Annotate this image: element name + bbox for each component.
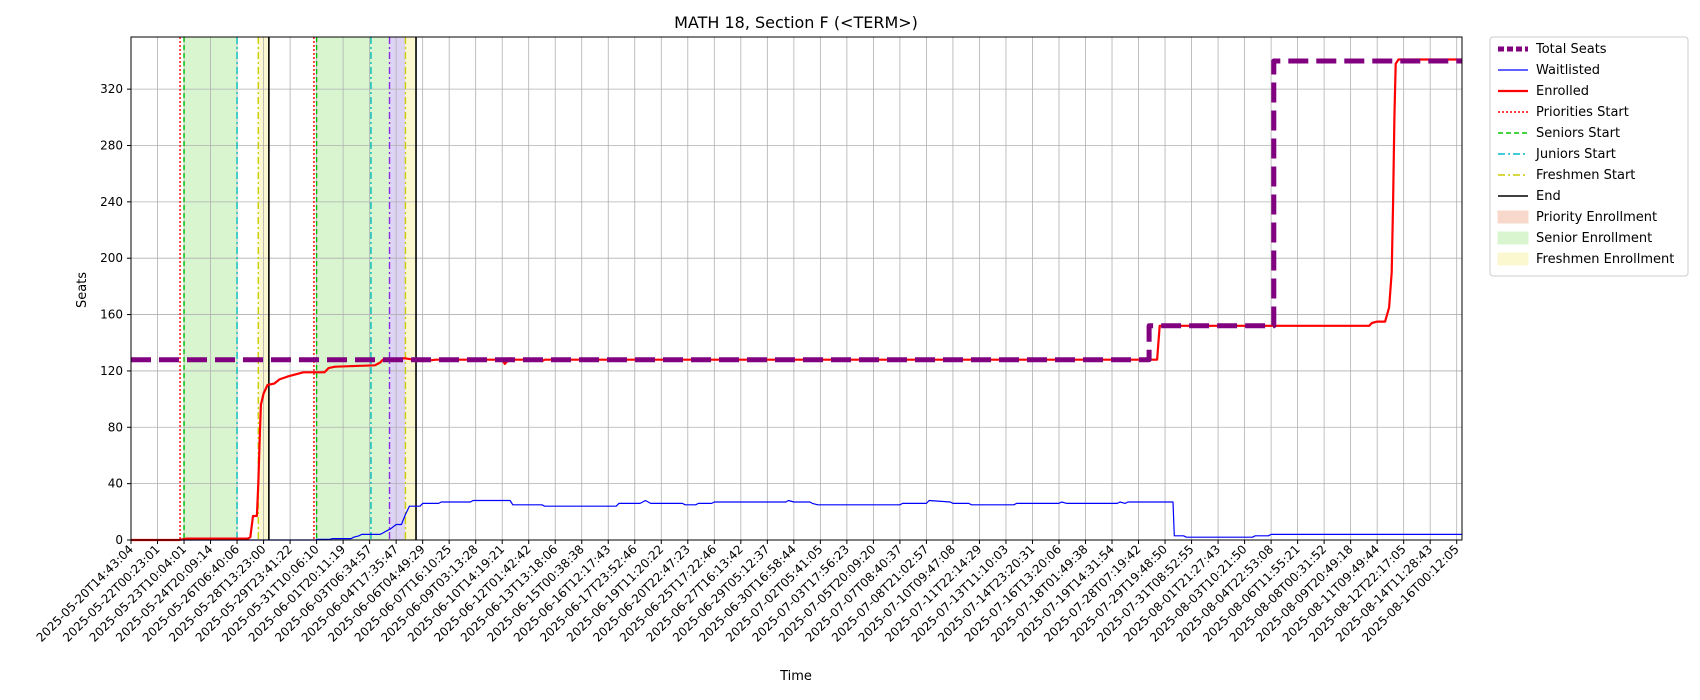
- plot-frame: [130, 36, 1463, 541]
- series-total-seats: [131, 58, 1462, 363]
- legend-label: Senior Enrollment: [1536, 231, 1652, 246]
- legend-label: Seniors Start: [1536, 126, 1620, 141]
- chart-title: MATH 18, Section F (<TERM>): [674, 13, 918, 32]
- legend-label: Freshmen Start: [1536, 168, 1635, 183]
- legend-swatch: [1497, 210, 1529, 224]
- legend-label: Juniors Start: [1535, 147, 1616, 162]
- enrollment-bands: [184, 37, 417, 540]
- legend-label: Freshmen Enrollment: [1536, 252, 1674, 267]
- legend-label: Waitlisted: [1536, 63, 1600, 78]
- legend-label: End: [1536, 189, 1561, 204]
- x-axis-title: Time: [779, 669, 812, 684]
- band-senior-enrollment: [316, 37, 390, 540]
- y-tick-label: 80: [108, 420, 123, 434]
- y-tick-label: 0: [115, 533, 123, 547]
- band-freshmen-enrollment: [405, 37, 417, 540]
- legend-label: Enrolled: [1536, 84, 1589, 99]
- y-tick-label: 320: [100, 82, 123, 96]
- period-markers: [179, 37, 417, 540]
- series-waitlisted: [131, 499, 1462, 541]
- y-tick-label: 200: [100, 251, 123, 265]
- y-tick-label: 120: [100, 364, 123, 378]
- legend-swatch: [1497, 252, 1529, 266]
- legend-swatch: [1497, 231, 1529, 245]
- y-tick-label: 40: [108, 477, 123, 491]
- legend-frame: [1489, 36, 1689, 277]
- y-axis-title: Seats: [75, 272, 90, 308]
- x-axis-ticks: 2025-05-20T14:43:042025-05-22T00:23:0120…: [34, 540, 1462, 645]
- legend: Total Seats Waitlisted Enrolled Priorities …: [1489, 36, 1689, 277]
- y-axis-ticks: 0 40 80 120 160 200 240 280 320: [100, 82, 131, 547]
- series-enrolled: [131, 58, 1462, 542]
- legend-label: Total Seats: [1535, 42, 1607, 57]
- band-priority-enrollment: [389, 37, 406, 540]
- y-tick-label: 160: [100, 308, 123, 322]
- legend-label: Priorities Start: [1536, 105, 1629, 120]
- y-tick-label: 240: [100, 195, 123, 209]
- series-lines: [131, 58, 1462, 542]
- legend-label: Priority Enrollment: [1536, 210, 1657, 225]
- y-tick-label: 280: [100, 138, 123, 152]
